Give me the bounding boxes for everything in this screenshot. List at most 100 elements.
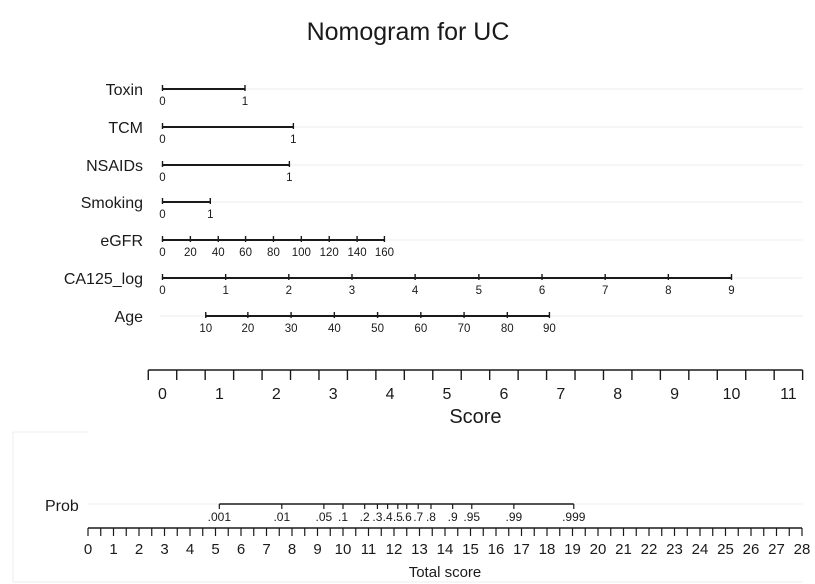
predictor-tick-label: 90 [543, 323, 556, 335]
predictor-row-egfr: eGFR 0 20 40 60 80 100 120 140 160 [100, 233, 803, 259]
prob-tick-label: .4 [383, 510, 393, 524]
predictor-tick-label: 20 [184, 247, 197, 259]
predictor-row-tcm: TCM 0 1 [108, 120, 803, 146]
predictor-tick-label: 100 [292, 247, 311, 259]
prob-tick-label: .5 [393, 510, 403, 524]
score-tick-label: 4 [386, 386, 395, 403]
predictor-label: eGFR [100, 233, 143, 250]
predictor-tick-label: 40 [212, 247, 225, 259]
predictor-tick-label: 1 [290, 134, 296, 146]
predictor-label: Toxin [106, 82, 143, 99]
prob-tick-label: .999 [562, 510, 586, 524]
prob-tick-label: .8 [426, 510, 436, 524]
predictor-row-smoking: Smoking 0 1 [81, 195, 803, 221]
predictor-tick-label: 2 [286, 285, 292, 297]
predictor-tick-label: 0 [159, 285, 165, 297]
total-tick-label: 12 [386, 541, 403, 558]
total-tick-label: 10 [335, 541, 352, 558]
total-tick-label: 3 [160, 541, 168, 558]
predictor-tick-label: 0 [159, 96, 165, 108]
predictor-tick-label: 6 [539, 285, 545, 297]
total-tick-label: 4 [186, 541, 194, 558]
predictor-tick-label: 70 [458, 323, 471, 335]
predictor-tick-label: 120 [320, 247, 339, 259]
predictor-label: CA125_log [64, 271, 143, 288]
predictor-tick-label: 30 [285, 323, 298, 335]
total-tick-label: 11 [361, 541, 377, 558]
total-tick-label: 15 [462, 541, 479, 558]
predictor-row-age: Age 10 20 30 40 50 60 70 80 90 [115, 309, 803, 335]
prob-tick-label: .9 [448, 510, 458, 524]
predictor-tick-label: 5 [476, 285, 482, 297]
predictor-tick-label: 50 [371, 323, 384, 335]
total-tick-label: 14 [437, 541, 454, 558]
total-tick-label: 18 [539, 541, 556, 558]
prob-tick-label: .05 [316, 510, 333, 524]
predictor-tick-label: 140 [348, 247, 367, 259]
predictor-tick-label: 20 [241, 323, 254, 335]
prob-tick-label: .001 [208, 510, 232, 524]
total-tick-label: 21 [615, 541, 632, 558]
predictor-tick-label: 80 [501, 323, 514, 335]
total-tick-label: 17 [513, 541, 530, 558]
score-tick-label: 2 [272, 386, 281, 403]
total-tick-label: 5 [211, 541, 219, 558]
score-axis-label: Score [449, 406, 501, 428]
score-tick-label: 6 [499, 386, 508, 403]
predictor-tick-label: 0 [159, 172, 165, 184]
predictor-tick-label: 40 [328, 323, 341, 335]
prob-axis-name: Prob [45, 498, 79, 515]
prob-tick-label: .7 [413, 510, 423, 524]
prob-tick-label: .3 [372, 510, 382, 524]
total-tick-label: 23 [666, 541, 683, 558]
predictor-tick-label: 9 [728, 285, 734, 297]
prob-tick-label: .6 [402, 510, 412, 524]
predictor-tick-label: 1 [222, 285, 228, 297]
score-tick-label: 7 [556, 386, 565, 403]
total-tick-label: 9 [313, 541, 321, 558]
predictor-tick-label: 1 [242, 96, 248, 108]
predictor-row-ca125-log: CA125_log 0 1 2 3 4 5 6 7 8 9 [64, 271, 803, 297]
total-axis-label: Total score [409, 564, 482, 581]
predictor-tick-label: 0 [159, 134, 165, 146]
total-tick-label: 0 [84, 541, 92, 558]
predictor-label: Age [115, 309, 144, 326]
score-tick-label: 0 [158, 386, 167, 403]
total-score-axis: 0 1 2 3 4 5 6 7 8 9 10 11 12 13 14 15 16 17 18 19 20 21 22 23 24… [84, 527, 811, 581]
total-tick-label: 22 [641, 541, 658, 558]
total-tick-label: 7 [262, 541, 270, 558]
predictor-row-toxin: Toxin 0 1 [106, 82, 803, 108]
total-tick-label: 25 [717, 541, 734, 558]
predictor-tick-label: 4 [412, 285, 419, 297]
total-tick-label: 19 [564, 541, 581, 558]
predictor-row-nsaids: NSAIDs 0 1 [86, 158, 803, 184]
total-tick-label: 20 [590, 541, 607, 558]
predictor-tick-label: 8 [665, 285, 671, 297]
predictor-tick-label: 3 [349, 285, 355, 297]
total-tick-label: 27 [768, 541, 785, 558]
total-tick-label: 8 [288, 541, 296, 558]
total-tick-label: 1 [109, 541, 117, 558]
chart-title: Nomogram for UC [307, 18, 510, 46]
predictor-tick-label: 1 [207, 209, 213, 221]
prob-tick-label: .99 [506, 510, 523, 524]
score-tick-label: 10 [723, 386, 741, 403]
score-axis: 0 1 2 3 4 5 6 7 8 9 10 11 Score [147, 369, 804, 428]
score-tick-label: 5 [443, 386, 452, 403]
predictor-tick-label: 10 [199, 323, 212, 335]
score-tick-label: 8 [613, 386, 622, 403]
predictor-tick-label: 7 [602, 285, 608, 297]
score-tick-label: 9 [670, 386, 679, 403]
predictor-tick-label: 60 [414, 323, 427, 335]
predictor-tick-label: 160 [375, 247, 394, 259]
predictor-tick-label: 60 [239, 247, 252, 259]
prob-tick-label: .95 [463, 510, 480, 524]
total-tick-label: 26 [743, 541, 760, 558]
prob-tick-label: .01 [273, 510, 290, 524]
prob-tick-label: .1 [338, 510, 348, 524]
total-tick-label: 28 [794, 541, 811, 558]
total-tick-label: 16 [488, 541, 505, 558]
predictor-label: Smoking [81, 195, 143, 212]
